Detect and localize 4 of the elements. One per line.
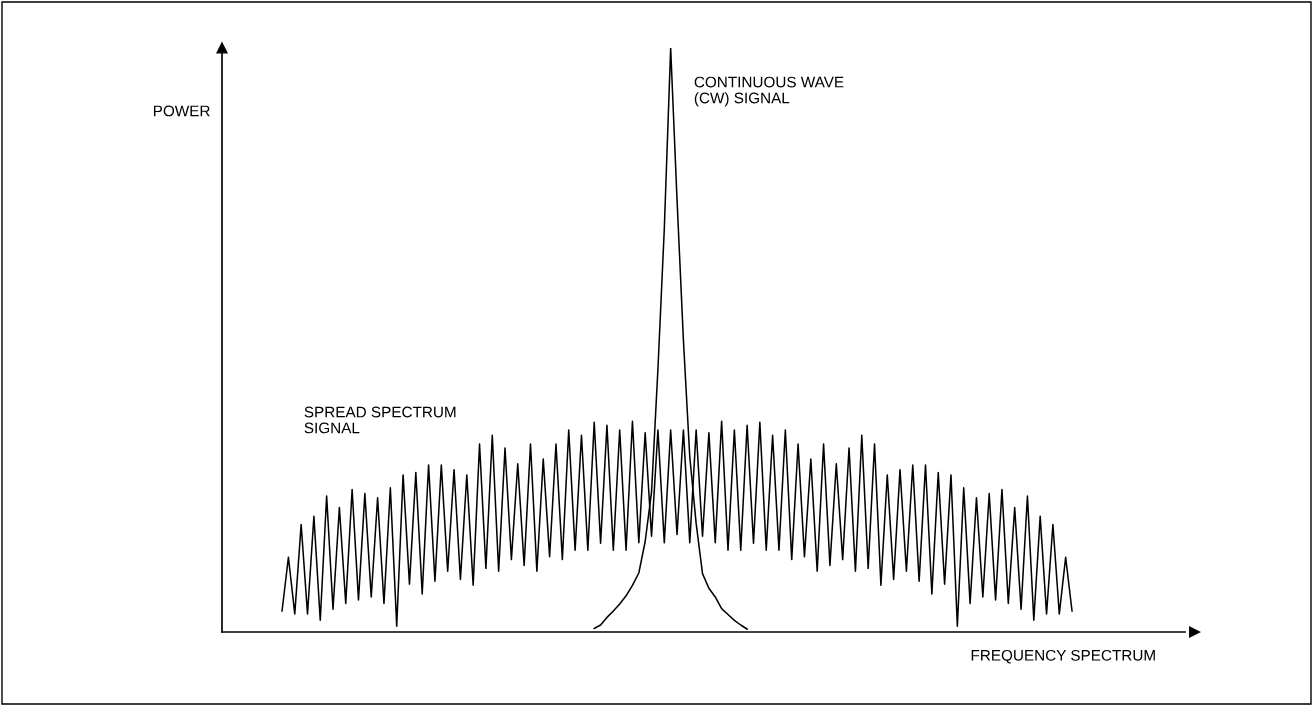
x-axis-title: FREQUENCY SPECTRUM	[971, 649, 1155, 664]
series-label: CONTINUOUS WAVE (CW) SIGNAL	[694, 76, 844, 107]
y-axis-title: POWER	[153, 105, 210, 117]
series-label: SPREAD SPECTRUM SIGNAL	[304, 406, 456, 434]
